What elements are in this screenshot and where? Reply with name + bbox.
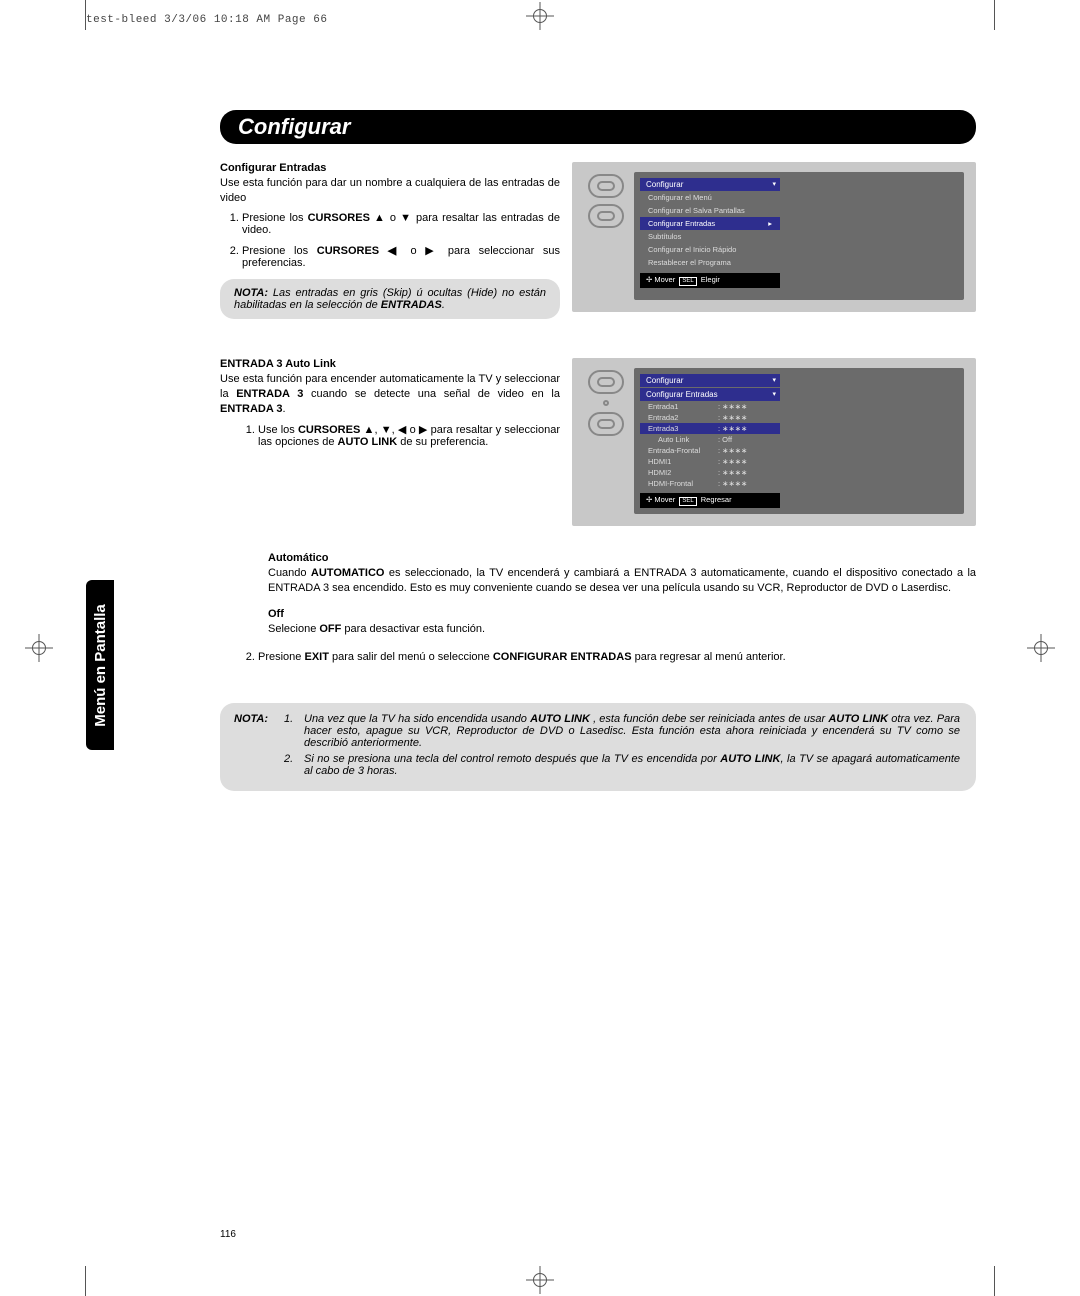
steps-list: Presione EXIT para salir del menú o sele… [220,651,976,663]
osd-subtitle: Configurar Entradas▾ [640,388,780,401]
body-text: Use esta función para dar un nombre a cu… [220,176,560,206]
registration-mark [25,634,53,662]
tv-icon [588,370,624,394]
crop-mark [85,1266,86,1296]
osd-screenshot-2: Configurar▾ Configurar Entradas▾ Entrada… [572,358,976,526]
dot-icon [603,400,609,406]
sub-heading: Off [268,608,976,620]
step-item: Presione los CURSORES ◀ o ▶ para selecci… [242,244,560,269]
step-item: Use los CURSORES ▲, ▼, ◀ o ▶ para resalt… [258,423,560,448]
step-item: Presione los CURSORES ▲ o ▼ para resalta… [242,212,560,236]
osd-menu-item: Subtítulos [640,230,780,243]
osd-side-icons [584,368,628,514]
registration-mark [526,2,554,30]
osd-menu-item: Configurar el Inicio Rápido [640,243,780,256]
registration-mark [526,1266,554,1294]
osd-menu-row: Entrada-Frontal: ∗∗∗∗ [640,445,780,456]
print-header: test-bleed 3/3/06 10:18 AM Page 66 [86,14,327,26]
page-title: Configurar [220,110,976,144]
osd-screenshot-1: Configurar▾ Configurar el MenúConfigurar… [572,162,976,312]
crop-mark [994,0,995,30]
osd-menu-row: Entrada2: ∗∗∗∗ [640,412,780,423]
osd-menu-row: HDMI-Frontal: ∗∗∗∗ [640,478,780,489]
osd-menu-row: Entrada3: ∗∗∗∗ [640,423,780,434]
section-heading: Configurar Entradas [220,162,560,174]
content-area: Configurar Configurar Entradas Use esta … [220,110,976,791]
osd-body: Configurar▾ Configurar Entradas▾ Entrada… [634,368,964,514]
osd-menu-item: Restablecer el Programa [640,256,780,269]
section-configurar-entradas: Configurar Entradas Use esta función par… [220,162,976,330]
registration-mark [1027,634,1055,662]
sub-heading: Automático [268,552,976,564]
body-text: Use esta función para encender automatic… [220,372,560,417]
tv-icon [588,174,624,198]
osd-footer: ✢ Mover SEL Regresar [640,493,780,508]
osd-body: Configurar▾ Configurar el MenúConfigurar… [634,172,964,300]
osd-title: Configurar▾ [640,178,780,191]
tv-icon [588,412,624,436]
tv-icon [588,204,624,228]
note-box: NOTA: Las entradas en gris (Skip) ú ocul… [220,279,560,319]
body-text: Cuando AUTOMATICO es seleccionado, la TV… [268,566,976,596]
sidebar-tab: Menú en Pantalla [86,580,114,750]
osd-menu-item: Configurar el Salva Pantallas [640,204,780,217]
crop-mark [994,1266,995,1296]
steps-list: Presione los CURSORES ▲ o ▼ para resalta… [220,212,560,269]
section-auto-link: ENTRADA 3 Auto Link Use esta función par… [220,358,976,544]
chevron-down-icon: ▾ [772,180,776,188]
steps-list: Use los CURSORES ▲, ▼, ◀ o ▶ para resalt… [220,423,560,448]
page-frame: Menú en Pantalla Configurar Configurar E… [86,40,994,1256]
osd-menu-row: HDMI1: ∗∗∗∗ [640,456,780,467]
osd-menu-row: Entrada1: ∗∗∗∗ [640,401,780,412]
osd-footer: ✢ Mover SEL Elegir [640,273,780,288]
osd-menu-item: Configurar el Menú [640,191,780,204]
chevron-down-icon: ▾ [772,376,776,384]
osd-side-icons [584,172,628,300]
section-heading: ENTRADA 3 Auto Link [220,358,560,370]
page-number: 116 [220,1229,236,1240]
chevron-down-icon: ▾ [772,390,776,398]
osd-menu-row: Auto Link: Off [640,434,780,445]
step-item: Presione EXIT para salir del menú o sele… [258,651,976,663]
osd-title: Configurar▾ [640,374,780,387]
sidebar-label: Menú en Pantalla [92,604,109,727]
body-text: Selecione OFF para desactivar esta funci… [268,622,976,637]
note-box: NOTA: 1. Una vez que la TV ha sido encen… [220,703,976,791]
osd-menu-row: HDMI2: ∗∗∗∗ [640,467,780,478]
osd-menu-item: Configurar Entradas ▸ [640,217,780,230]
indent-block: Automático Cuando AUTOMATICO es seleccio… [268,552,976,637]
